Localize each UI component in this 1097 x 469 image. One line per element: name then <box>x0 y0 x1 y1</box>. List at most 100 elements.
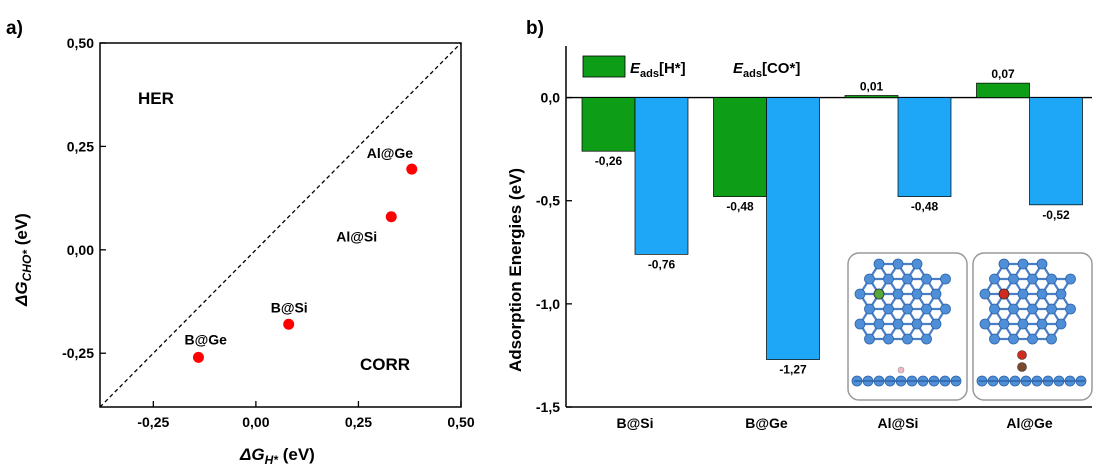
atom <box>883 333 894 345</box>
x-tick-label: 0,25 <box>345 414 372 430</box>
region-label-her: HER <box>138 89 174 108</box>
c-atom <box>1017 362 1027 372</box>
bar-y-tick-label: -1,5 <box>536 399 560 415</box>
bar-value-label: -0,52 <box>1042 208 1070 222</box>
h-atom <box>897 366 905 374</box>
bar-value-label: -0,48 <box>911 200 939 214</box>
atom <box>854 318 866 330</box>
atom <box>1008 273 1019 285</box>
scatter-point <box>283 318 295 330</box>
panel-a-label: a) <box>6 18 23 39</box>
scatter-point <box>406 163 418 175</box>
bar-value-label: -0,26 <box>595 154 623 168</box>
atom <box>998 258 1010 270</box>
y-tick-label: 0,25 <box>67 138 94 154</box>
atom <box>998 318 1010 330</box>
scatter-y-ticks: -0,25 0,00 0,25 0,50 <box>62 35 106 361</box>
parity-diagonal-line <box>99 42 462 408</box>
atom <box>902 273 913 285</box>
legend-h-rest: [H*] <box>659 60 686 77</box>
atom <box>911 318 923 330</box>
bar <box>766 97 820 360</box>
bar-chart: 0,0 -0,5 -1,0 -1,5 -0,26 -0,76 -0,48 -1,27 0,01… <box>506 46 1093 431</box>
point-label: Al@Si <box>336 229 377 245</box>
atom <box>873 318 885 330</box>
atom <box>940 303 951 315</box>
atom <box>1017 288 1029 300</box>
scatter-point <box>192 351 204 363</box>
bar <box>897 97 952 197</box>
atom <box>989 333 1000 345</box>
atom <box>1027 303 1038 315</box>
atom <box>1065 273 1076 285</box>
legend-co-main: E <box>733 60 744 77</box>
bars: -0,26 -0,76 -0,48 -1,27 0,01 -0,48 0,07 -0,52 <box>581 67 1083 377</box>
x-label-main: ΔG <box>239 445 265 464</box>
inset-al-ge-structure <box>972 252 1093 401</box>
atom <box>1036 318 1048 330</box>
atom <box>854 288 866 300</box>
atom <box>892 318 904 330</box>
bar-value-label: -0,76 <box>648 257 676 271</box>
atom <box>940 273 951 285</box>
atom <box>1027 273 1038 285</box>
bar-value-label: 0,01 <box>860 80 884 94</box>
bar-value-label: -1,27 <box>779 363 807 377</box>
x-label-unit: (eV) <box>278 445 315 464</box>
bar <box>581 97 636 152</box>
bar-category-label: Al@Ge <box>1006 415 1053 431</box>
atom <box>1065 303 1076 315</box>
atom <box>979 288 991 300</box>
atom <box>921 333 932 345</box>
bar-y-tick-label: 0,0 <box>541 90 561 106</box>
atom <box>1046 333 1057 345</box>
atom <box>1017 318 1029 330</box>
legend-label-co: Eads[CO*] <box>733 60 800 80</box>
atom <box>911 288 923 300</box>
atom <box>1036 288 1048 300</box>
dopant-atom <box>873 288 885 300</box>
bar-value-label: -0,48 <box>726 200 754 214</box>
atom <box>989 273 1000 285</box>
legend-co-sub: ads <box>743 68 762 80</box>
bar <box>976 82 1030 98</box>
bar-category-label: Al@Si <box>878 415 919 431</box>
inset-molecule-al-si <box>851 258 962 387</box>
x-tick-label: 0,00 <box>242 414 269 430</box>
y-tick-label: -0,25 <box>62 345 94 361</box>
atom <box>1017 258 1029 270</box>
scatter-x-ticks: -0,25 0,00 0,25 0,50 <box>137 401 475 430</box>
atom <box>911 258 923 270</box>
bar-y-axis-label: Adsorption Energies (eV) <box>506 168 525 372</box>
point-label: B@Si <box>271 299 308 315</box>
bar <box>844 95 899 98</box>
y-label-unit: (eV) <box>12 213 31 250</box>
scatter-y-axis-label: ΔGCHO* (eV) <box>12 213 34 307</box>
bar <box>634 97 689 255</box>
atom <box>892 258 904 270</box>
dopant-atom <box>998 288 1010 300</box>
x-tick-label: 0,50 <box>447 414 474 430</box>
atom <box>989 303 1000 315</box>
inset-molecule-al-ge <box>976 258 1087 387</box>
atom <box>1008 333 1019 345</box>
x-tick-label: -0,25 <box>137 414 169 430</box>
atom <box>902 333 913 345</box>
bar-category-labels: B@Si B@Ge Al@Si Al@Ge <box>617 415 1053 431</box>
legend-swatch-h <box>582 55 626 78</box>
atom <box>1055 288 1067 300</box>
legend-label-h: Eads[H*] <box>630 60 686 80</box>
y-tick-label: 0,50 <box>67 35 94 51</box>
atom <box>930 288 942 300</box>
atom <box>864 303 875 315</box>
atom <box>1046 273 1057 285</box>
scatter-x-axis-label: ΔGH* (eV) <box>239 445 315 467</box>
bar-value-label: 0,07 <box>991 67 1015 81</box>
atom <box>1008 303 1019 315</box>
y-label-sub: CHO* <box>20 249 34 282</box>
atom <box>864 273 875 285</box>
scatter-point <box>385 211 397 223</box>
atom <box>1027 333 1038 345</box>
point-label: Al@Ge <box>367 145 414 161</box>
